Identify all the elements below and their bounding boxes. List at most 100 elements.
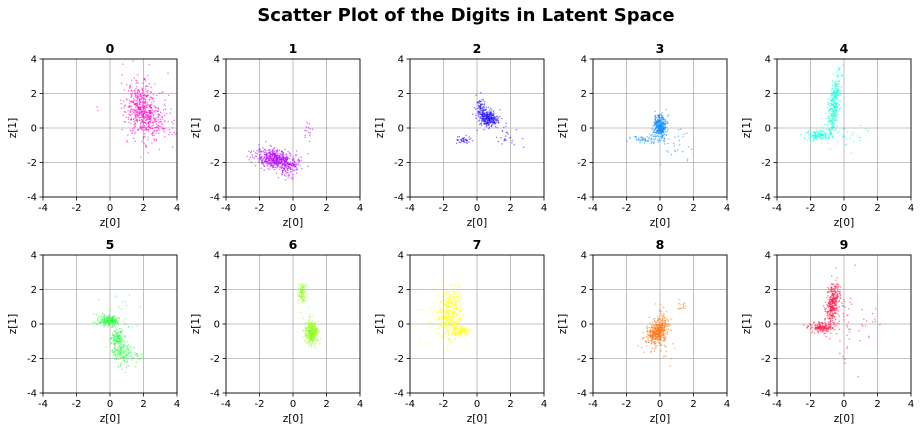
scatter-point: [248, 159, 251, 161]
scatter-point: [148, 63, 151, 66]
scatter-point: [263, 153, 266, 156]
scatter-point: [511, 139, 513, 142]
scatter-point: [105, 320, 108, 322]
scatter-point: [658, 327, 661, 329]
scatter-point: [147, 74, 149, 77]
scatter-point: [117, 351, 119, 354]
scatter-point: [825, 123, 828, 126]
scatter-point: [656, 127, 659, 130]
scatter-point: [125, 366, 128, 369]
y-tick-label: -4: [761, 193, 771, 204]
scatter-point: [258, 160, 260, 162]
scatter-point: [453, 312, 455, 314]
scatter-point: [153, 105, 156, 107]
scatter-point: [277, 176, 280, 179]
scatter-point: [314, 337, 317, 339]
scatter-point: [130, 79, 133, 81]
scatter-points: [411, 275, 479, 352]
scatter-point: [453, 296, 456, 299]
scatter-point: [820, 141, 823, 144]
scatter-point: [830, 92, 832, 95]
scatter-point: [443, 301, 445, 304]
scatter-point: [152, 113, 154, 115]
scatter-point: [291, 162, 294, 164]
scatter-point: [130, 359, 133, 361]
scatter-point: [136, 101, 139, 104]
scatter-point: [308, 331, 311, 333]
scatter-point: [125, 323, 127, 326]
scatter-point: [821, 127, 824, 129]
scatter-point: [479, 111, 482, 113]
scatter-point: [658, 140, 660, 142]
scatter-point: [666, 318, 669, 321]
scatter-point: [116, 316, 118, 319]
scatter-point: [840, 90, 843, 92]
scatter-point: [833, 115, 835, 118]
scatter-point: [666, 121, 669, 123]
scatter-point: [136, 325, 139, 327]
scatter-point: [659, 119, 661, 121]
scatter-point: [149, 119, 152, 121]
scatter-point: [439, 311, 442, 313]
scatter-point: [478, 110, 480, 113]
scatter-point: [653, 129, 656, 131]
scatter-point: [297, 287, 300, 289]
scatter-point: [143, 118, 146, 120]
y-tick-label: 4: [214, 55, 220, 66]
scatter-point: [142, 105, 144, 107]
scatter-point: [678, 298, 681, 301]
scatter-point: [416, 293, 419, 296]
scatter-point: [812, 139, 815, 141]
scatter-point: [175, 133, 177, 135]
scatter-point: [830, 100, 833, 103]
scatter-point: [269, 165, 271, 168]
scatter-point: [839, 100, 842, 102]
x-axis-label: z[0]: [467, 217, 487, 229]
scatter-point: [269, 144, 272, 147]
scatter-point: [836, 84, 839, 86]
scatter-point: [130, 118, 133, 121]
scatter-point: [500, 137, 502, 139]
x-tick-label: 4: [724, 203, 730, 214]
scatter-point: [300, 167, 303, 170]
scatter-point: [278, 159, 281, 162]
scatter-point: [290, 164, 293, 167]
scatter-point: [462, 275, 464, 278]
scatter-point: [644, 137, 646, 140]
scatter-point: [136, 121, 139, 123]
scatter-point: [488, 126, 491, 129]
scatter-point: [115, 331, 117, 333]
scatter-point: [107, 322, 109, 325]
scatter-point: [485, 106, 488, 109]
scatter-point: [106, 316, 109, 319]
scatter-point: [151, 109, 154, 112]
scatter-point: [682, 306, 685, 309]
scatter-point: [829, 119, 832, 122]
y-tick-label: 2: [398, 285, 404, 296]
x-tick-label: 2: [507, 203, 513, 214]
scatter-point: [466, 139, 468, 141]
y-tick-label: 4: [765, 55, 771, 66]
scatter-point: [142, 122, 144, 125]
scatter-point: [480, 124, 483, 127]
scatter-point: [161, 126, 163, 128]
scatter-point: [114, 330, 117, 332]
scatter-point: [657, 121, 660, 123]
scatter-point: [134, 140, 136, 143]
scatter-point: [657, 339, 659, 342]
scatter-point: [828, 109, 830, 112]
scatter-point: [457, 298, 460, 300]
scatter-point: [661, 127, 663, 129]
scatter-points: [800, 64, 870, 154]
scatter-point: [139, 104, 141, 106]
scatter-point: [119, 330, 122, 333]
scatter-point: [459, 303, 461, 305]
x-axis-label: z[0]: [467, 413, 487, 425]
scatter-point: [454, 288, 457, 290]
y-tick-label: 2: [398, 89, 404, 100]
scatter-point: [664, 338, 666, 340]
scatter-point: [139, 353, 142, 356]
scatter-point: [250, 150, 253, 153]
scatter-point: [808, 137, 810, 139]
scatter-point: [154, 118, 157, 120]
